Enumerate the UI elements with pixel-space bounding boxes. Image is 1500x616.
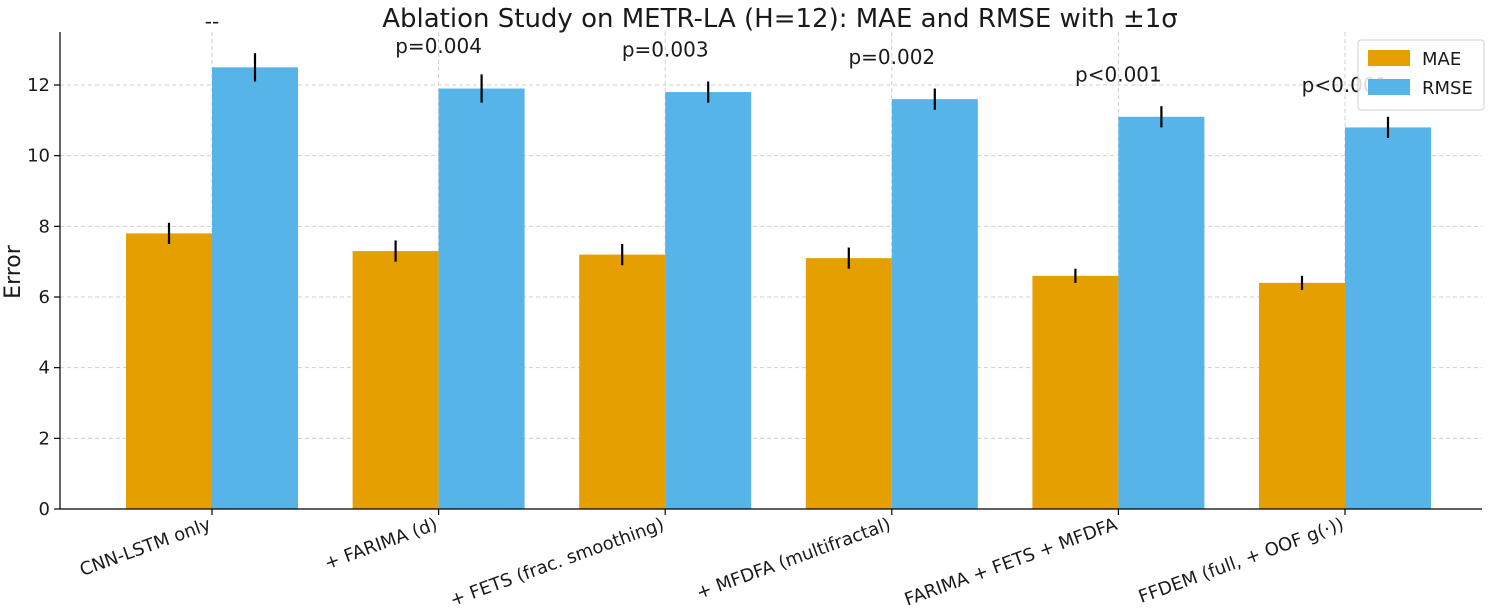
x-tick-label: FARIMA + FETS + MFDFA [902,514,1121,611]
y-tick-label: 12 [27,75,50,96]
x-tick-label: + MFDFA (multifractal) [694,514,894,604]
bar-mae [1032,275,1119,509]
bar-rmse [665,92,752,510]
legend-swatch-rmse [1368,79,1410,95]
y-tick-label: 0 [39,499,50,520]
legend-label-mae: MAE [1422,49,1461,70]
y-tick-label: 4 [39,358,50,379]
significance-label: p<0.001 [1075,62,1162,86]
bars-layer [126,67,1431,510]
y-tick-label: 6 [39,287,50,308]
significance-label: p=0.003 [622,38,709,62]
x-tick-label: FFDEM (full, + OOF g(·)) [1136,514,1347,608]
bar-mae [126,233,212,509]
legend-label-rmse: RMSE [1422,78,1473,99]
bar-mae [805,258,892,509]
x-tick-label: + FETS (frac. smoothing) [447,514,667,611]
legend: MAE RMSE [1357,39,1485,111]
y-axis-label: Error [1,244,26,299]
legend-swatch-mae [1368,50,1410,66]
x-tick-label: CNN-LSTM only [77,514,214,581]
bar-mae [1259,282,1345,509]
chart-title: Ablation Study on METR-LA (H=12): MAE an… [382,4,1178,34]
y-tick-label: 8 [39,216,50,237]
bar-mae [352,251,439,510]
bar-rmse [438,88,525,510]
significance-label: p=0.004 [395,34,482,58]
bar-mae [579,254,666,509]
bar-rmse [1118,116,1205,510]
y-tick-label: 10 [27,146,50,167]
y-tick-label: 2 [39,428,50,449]
significance-label: p=0.002 [848,45,935,69]
x-tick-label: + FARIMA (d) [322,514,441,574]
bar-rmse [212,67,298,509]
bar-rmse [1345,127,1431,510]
bar-rmse [891,99,978,509]
errorbars-layer [167,53,1390,290]
significance-label: -- [205,9,219,33]
